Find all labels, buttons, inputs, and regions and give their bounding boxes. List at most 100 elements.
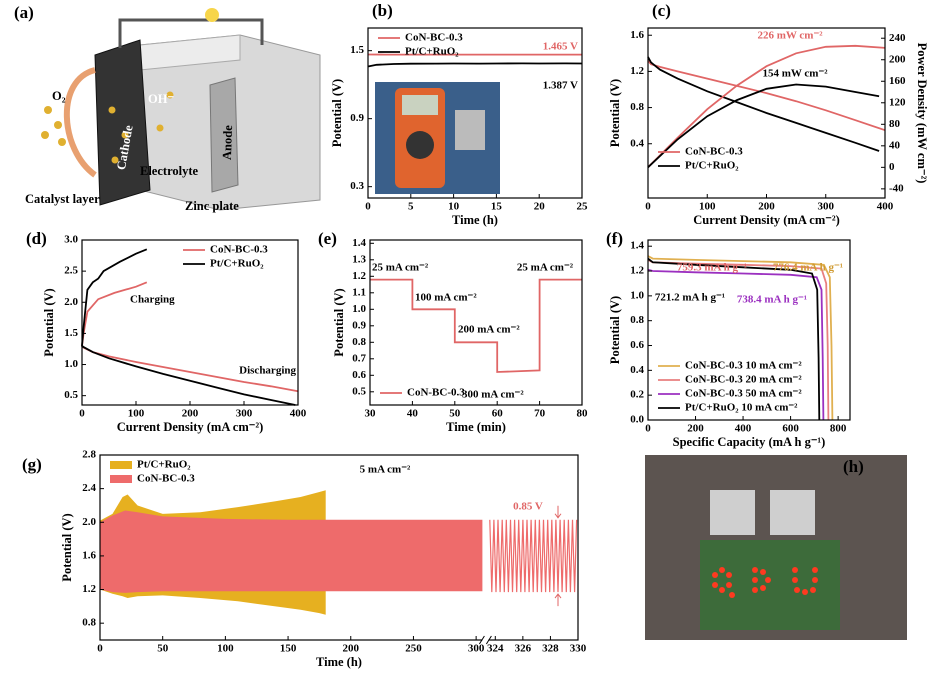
y-tick-label: 0.2 (630, 389, 644, 401)
meter-screen (402, 95, 438, 115)
schematic-a: (a) O₂ OH⁻ Cathode Anode Electrolyte Cat… (14, 3, 321, 213)
series-line (647, 83, 880, 168)
x-tick-label: 800 (830, 423, 847, 435)
series-line (81, 248, 296, 406)
x-tick-label: 400 (290, 408, 307, 420)
x-tick-label: 330 (570, 643, 587, 655)
legend-label: CoN-BC-0.3 (405, 32, 463, 44)
wire (118, 18, 264, 48)
y-tick-label: 0.8 (630, 314, 644, 326)
annotation: Discharging (239, 365, 296, 377)
y-axis-label: Potential (V) (608, 296, 622, 364)
series-line (370, 278, 582, 373)
x-tick-label: 0 (365, 201, 371, 213)
x-tick-label: 70 (534, 408, 546, 420)
y2-tick-label: 200 (889, 53, 906, 65)
legend-label: Pt/C+RuO₂ (685, 160, 739, 172)
annotation: 721.2 mA h g⁻¹ (655, 292, 725, 304)
x-tick-label: 300 (818, 201, 835, 213)
y-tick-label: 0.8 (82, 617, 96, 629)
cell (770, 490, 815, 535)
axis-break (482, 637, 489, 643)
y-tick-label: 1.0 (630, 289, 644, 301)
x-tick-label: 0 (97, 643, 103, 655)
x-tick-label: 200 (182, 408, 199, 420)
annotation: 300 mA cm⁻² (462, 389, 524, 401)
meter-dial (406, 131, 434, 159)
y2-tick-label: 0 (889, 161, 895, 173)
x-axis-label: Current Density (mA cm⁻²) (117, 420, 264, 434)
x-axis-label: Time (min) (446, 420, 506, 434)
annotation: 1.465 V (543, 41, 578, 53)
y-tick-label: 1.6 (630, 29, 644, 41)
x-tick-label: 300 (236, 408, 253, 420)
y-axis-label: Potential (V) (332, 288, 346, 356)
y-tick-label: 0.5 (352, 385, 366, 397)
legend-label: CoN-BC-0.3 10 mA cm⁻² (685, 360, 802, 372)
legend-label: CoN-BC-0.3 (210, 244, 268, 256)
annotation: Charging (130, 294, 175, 306)
annotation: 776.4 mA h g⁻¹ (773, 262, 843, 274)
y-tick-label: 1.5 (350, 44, 364, 56)
label: Anode (220, 125, 235, 161)
y2-tick-label: -40 (889, 182, 904, 194)
y2-tick-label: 40 (889, 139, 901, 151)
arrow (63, 67, 97, 178)
particles (41, 91, 174, 164)
x-tick-label: 60 (492, 408, 504, 420)
y-tick-label: 1.4 (630, 240, 644, 252)
panel-label: (c) (652, 1, 671, 20)
annotation: 0.85 V (513, 501, 543, 513)
x-tick-label: 100 (217, 643, 234, 655)
y-tick-label: 1.6 (82, 549, 96, 561)
panel-label: (b) (372, 1, 393, 20)
y-tick-label: 0.9 (350, 112, 364, 124)
y-tick-label: 0.8 (630, 101, 644, 113)
annotation: 1.387 V (543, 80, 578, 92)
y2-tick-label: 240 (889, 32, 906, 44)
y-tick-label: 1.2 (630, 265, 644, 277)
y-tick-label: 2.4 (82, 482, 96, 494)
chart: (f) 0 200 400 600 800 0.0 0.2 0.4 0.6 0.8 1.0 1.2 1.4… (606, 229, 851, 449)
panel-label: (d) (26, 229, 47, 248)
x-tick-label: 20 (534, 201, 546, 213)
annotation: 25 mA cm⁻² (517, 262, 574, 274)
x-tick-label: 328 (542, 643, 559, 655)
y-axis-label: Potential (V) (60, 513, 74, 581)
y-tick-label: 2.5 (64, 265, 78, 277)
legend-label: Pt/C+RuO₂ (210, 258, 264, 270)
y2-axis-label: Power Density (mW cm⁻²) (915, 43, 929, 184)
y-tick-label: 0.9 (352, 319, 366, 331)
x-tick-label: 150 (280, 643, 297, 655)
y-tick-label: 1.2 (352, 270, 366, 282)
y-tick-label: 1.4 (352, 237, 366, 249)
y-axis-label: Potential (V) (330, 79, 344, 147)
legend-label: Pt/C+RuO₂ 10 mA cm⁻² (685, 402, 798, 414)
y-axis-label: Potential (V) (608, 79, 622, 147)
x-tick-label: 5 (408, 201, 414, 213)
x-tick-label: 15 (491, 201, 503, 213)
y2-tick-label: 160 (889, 75, 906, 87)
x-tick-label: 0 (645, 423, 651, 435)
x-tick-label: 400 (735, 423, 752, 435)
y2-tick-label: 80 (889, 118, 901, 130)
y-tick-label: 0.6 (352, 369, 366, 381)
photo-h: (h) (645, 455, 907, 640)
legend-label: Pt/C+RuO₂ (405, 46, 459, 58)
y-tick-label: 0.7 (352, 352, 366, 364)
x-tick-label: 400 (877, 201, 894, 213)
x-axis-label: Time (h) (452, 213, 498, 227)
cathode-plate (94, 39, 151, 206)
chart: (e) 30 40 50 60 70 80 0.5 0.6 0.7 0.8 0.9 1.0 1.1 1.2 1… (318, 229, 588, 434)
y-tick-label: 2.8 (82, 449, 96, 461)
x-tick-label: 25 (577, 201, 589, 213)
y-tick-label: 0.5 (64, 389, 78, 401)
panel-label: (e) (318, 229, 337, 248)
inset-photo (375, 82, 500, 194)
x-tick-label: 200 (758, 201, 775, 213)
y-tick-label: 2.0 (64, 296, 78, 308)
y-tick-label: 2.0 (82, 516, 96, 528)
legend-label: CoN-BC-0.3 50 mA cm⁻² (685, 388, 802, 400)
